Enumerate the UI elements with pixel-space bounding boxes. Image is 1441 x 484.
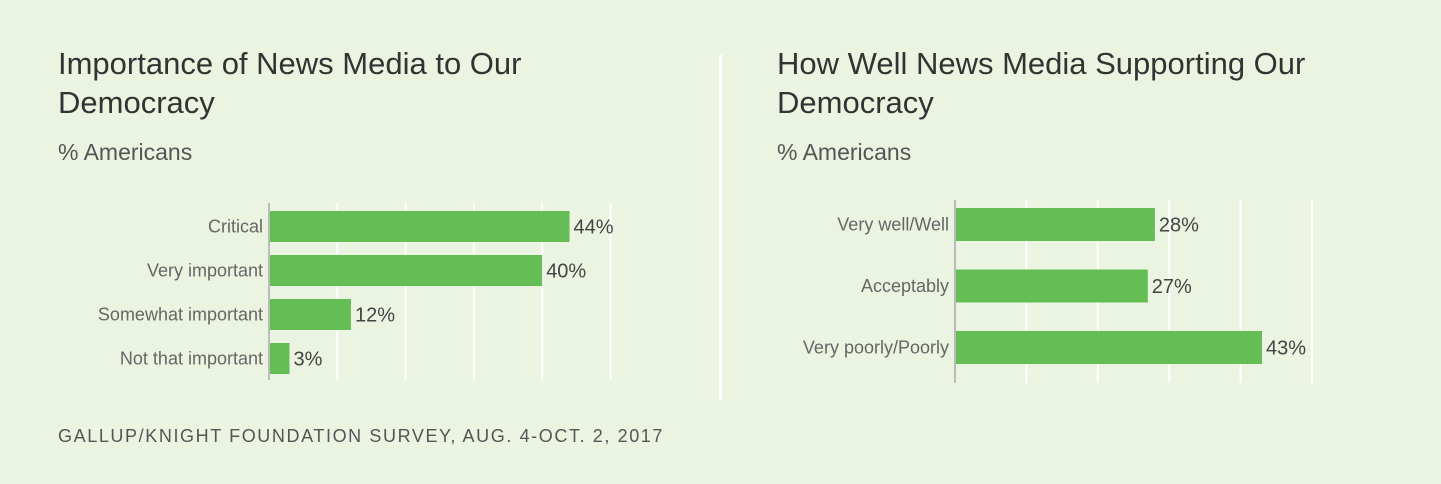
data-label: 27%	[1152, 276, 1192, 298]
bar	[955, 208, 1155, 241]
data-label: 43%	[1266, 338, 1306, 360]
bar	[269, 299, 351, 330]
bar	[269, 255, 543, 286]
category-label: Critical	[208, 217, 263, 237]
divider	[719, 55, 722, 400]
data-label: 40%	[546, 261, 586, 283]
left-chart-subtitle: % Americans	[58, 139, 193, 165]
right-chart-title: How Well News Media Supporting Our Democ…	[777, 46, 1306, 120]
bar	[955, 269, 1148, 303]
category-label: Very important	[147, 261, 263, 281]
right-chart-subtitle: % Americans	[777, 139, 912, 165]
bar	[269, 211, 570, 242]
category-label: Very poorly/Poorly	[803, 338, 949, 358]
data-label: 12%	[355, 305, 395, 327]
bar	[955, 331, 1263, 364]
data-label: 3%	[293, 349, 322, 371]
category-label: Very well/Well	[837, 215, 949, 235]
category-label: Not that important	[120, 349, 263, 369]
bar	[269, 343, 290, 374]
source-footer: GALLUP/KNIGHT FOUNDATION SURVEY, AUG. 4-…	[58, 426, 665, 446]
category-label: Somewhat important	[98, 305, 263, 325]
category-label: Acceptably	[861, 276, 949, 296]
data-label: 44%	[574, 217, 614, 239]
data-label: 28%	[1159, 215, 1199, 237]
left-chart-title: Importance of News Media to Our Democrac…	[58, 46, 522, 120]
